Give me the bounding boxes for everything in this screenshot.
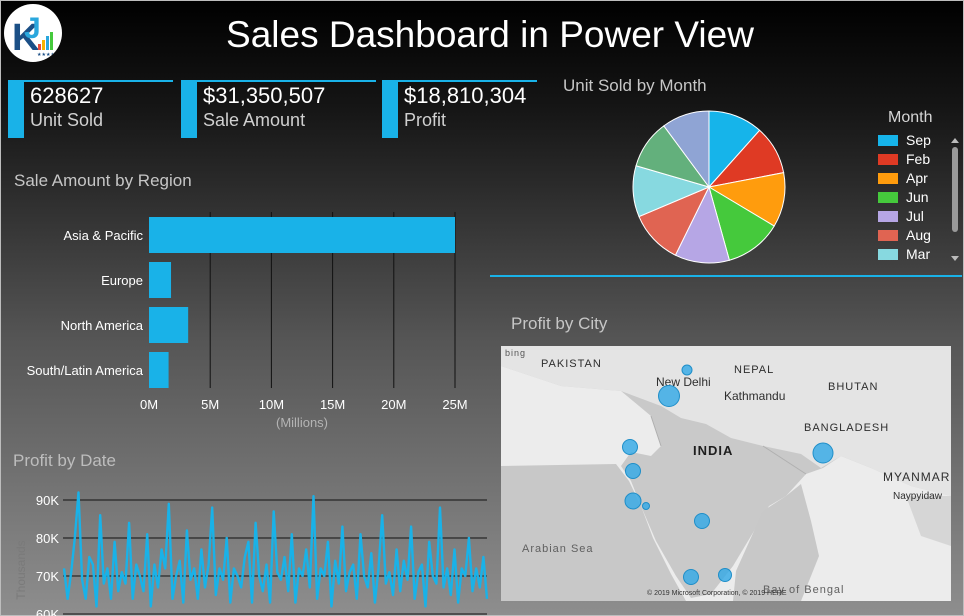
tick-label: 70K bbox=[36, 569, 59, 584]
legend-scrollbar[interactable] bbox=[952, 147, 958, 232]
profit-line-chart: 90K 80K 70K 60K Thousands bbox=[14, 491, 489, 616]
svg-text:K: K bbox=[12, 17, 40, 59]
tick-label: 20M bbox=[381, 397, 406, 412]
legend-swatch bbox=[878, 173, 898, 184]
legend-swatch bbox=[878, 230, 898, 241]
city-bubble[interactable] bbox=[658, 385, 680, 407]
legend-swatch bbox=[878, 249, 898, 260]
map-land bbox=[501, 346, 951, 601]
legend-label: Aug bbox=[906, 227, 931, 243]
date-chart-title: Profit by Date bbox=[13, 451, 116, 470]
bar bbox=[149, 352, 169, 388]
bar bbox=[149, 307, 189, 343]
kpi-sale-amount: $31,350,507 Sale Amount bbox=[181, 80, 376, 138]
kpi-value: 628627 bbox=[30, 83, 104, 108]
kpi-underline bbox=[8, 80, 173, 82]
legend-label: Sep bbox=[906, 132, 931, 148]
legend-swatch bbox=[878, 211, 898, 222]
map-label-myanmar: MYANMAR bbox=[883, 470, 951, 484]
city-bubble[interactable] bbox=[642, 502, 650, 510]
legend-label: Feb bbox=[906, 151, 931, 167]
profit-by-city-map[interactable]: bing PAKISTAN NEPAL New Delhi Kathmandu … bbox=[501, 346, 951, 601]
city-bubble[interactable] bbox=[683, 569, 699, 585]
map-label-nepal: NEPAL bbox=[734, 364, 775, 376]
svg-text:★★★★★: ★★★★★ bbox=[37, 52, 60, 58]
city-bubble[interactable] bbox=[694, 513, 710, 529]
svg-text:J: J bbox=[24, 12, 41, 45]
kpi-underline bbox=[181, 80, 376, 82]
category-label: North America bbox=[61, 318, 144, 333]
map-label-naypyidaw: Naypyidaw bbox=[893, 491, 942, 502]
kpi-accent-bar bbox=[8, 82, 24, 138]
city-bubble[interactable] bbox=[624, 492, 642, 510]
map-label-bangladesh: BANGLADESH bbox=[804, 422, 890, 434]
city-bubble[interactable] bbox=[812, 442, 834, 464]
legend-label: Apr bbox=[906, 170, 928, 186]
category-label: Asia & Pacific bbox=[64, 228, 144, 243]
legend-scroll-down-icon[interactable] bbox=[951, 256, 959, 261]
section-divider bbox=[490, 275, 962, 277]
legend-label: Jun bbox=[906, 189, 929, 205]
axis-label: (Millions) bbox=[276, 415, 328, 430]
legend-label: Mar bbox=[906, 246, 931, 262]
legend-label: Jul bbox=[906, 208, 924, 224]
region-chart-title: Sale Amount by Region bbox=[14, 171, 192, 190]
kpi-value: $31,350,507 bbox=[203, 83, 326, 108]
bar bbox=[149, 217, 455, 253]
kpi-label: Sale Amount bbox=[203, 110, 306, 130]
city-bubble[interactable] bbox=[622, 439, 638, 455]
pie-slice bbox=[663, 110, 710, 189]
kpi-accent-bar bbox=[181, 82, 197, 138]
bar bbox=[149, 262, 172, 298]
kpi-label: Profit bbox=[404, 110, 447, 130]
tick-label: 15M bbox=[320, 397, 345, 412]
map-label-arabian-sea: Arabian Sea bbox=[522, 543, 594, 555]
map-attribution: © 2019 Microsoft Corporation, © 2019 HER… bbox=[647, 590, 787, 597]
category-label: South/Latin America bbox=[27, 363, 144, 378]
legend-swatch bbox=[878, 154, 898, 165]
legend-swatch bbox=[878, 192, 898, 203]
legend-swatch bbox=[878, 135, 898, 146]
legend-title: Month bbox=[888, 109, 933, 126]
kpi-label: Unit Sold bbox=[30, 110, 104, 130]
map-label-bhutan: BHUTAN bbox=[828, 381, 879, 393]
city-map-title: Profit by City bbox=[511, 314, 608, 333]
bing-logo: bing bbox=[505, 348, 527, 358]
kpi-accent-bar bbox=[382, 82, 398, 138]
category-label: Europe bbox=[101, 273, 143, 288]
tick-label: 0M bbox=[140, 397, 158, 412]
city-bubble[interactable] bbox=[681, 364, 693, 376]
month-pie-chart bbox=[632, 110, 786, 264]
region-bar-chart: Asia & Pacific Europe North America South/L… bbox=[27, 212, 468, 430]
legend-scroll-up-icon[interactable] bbox=[951, 138, 959, 143]
city-bubble[interactable] bbox=[718, 568, 732, 582]
kpi-units-sold: 628627 Unit Sold bbox=[8, 80, 173, 138]
kpi-value: $18,810,304 bbox=[404, 83, 527, 108]
month-legend: Month Sep Feb Apr Jun Jul Aug Mar bbox=[872, 108, 962, 268]
kpi-profit: $18,810,304 Profit bbox=[382, 80, 537, 138]
tick-label: 60K bbox=[36, 607, 59, 616]
map-label-kathmandu: Kathmandu bbox=[724, 389, 786, 403]
tick-label: 10M bbox=[259, 397, 284, 412]
axis-label: Thousands bbox=[14, 540, 28, 599]
kpi-underline bbox=[382, 80, 537, 82]
city-bubble[interactable] bbox=[625, 463, 641, 479]
company-logo: K J ★★★★★ bbox=[4, 4, 62, 62]
logo-graphic: K J ★★★★★ bbox=[12, 12, 60, 59]
page-title: Sales Dashboard in Power View bbox=[226, 14, 754, 55]
map-label-bay-of-bengal: Bay of Bengal bbox=[763, 584, 845, 596]
tick-label: 80K bbox=[36, 531, 59, 546]
profit-series-line bbox=[62, 491, 489, 608]
tick-label: 90K bbox=[36, 493, 59, 508]
tick-label: 5M bbox=[201, 397, 219, 412]
map-label-pakistan: PAKISTAN bbox=[541, 358, 602, 370]
map-label-india: INDIA bbox=[693, 443, 734, 458]
month-chart-title: Unit Sold by Month bbox=[563, 76, 707, 95]
tick-label: 25M bbox=[442, 397, 467, 412]
